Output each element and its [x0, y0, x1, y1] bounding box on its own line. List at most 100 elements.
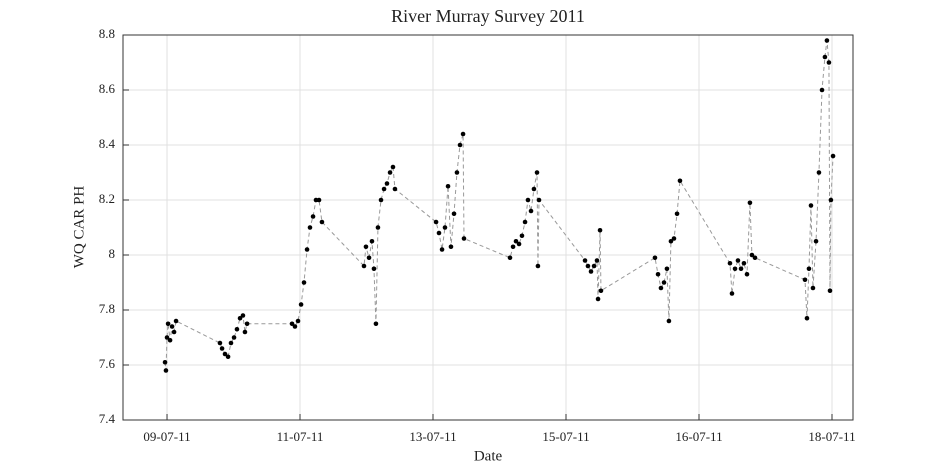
- data-point: [295, 318, 301, 324]
- y-tick-label: 8.6: [99, 81, 116, 96]
- data-point: [668, 238, 674, 244]
- data-point: [301, 280, 307, 285]
- data-point: [598, 288, 604, 294]
- y-tick-label: 8: [109, 246, 116, 261]
- data-point: [808, 203, 814, 208]
- data-point: [594, 258, 600, 263]
- data-point: [217, 340, 223, 346]
- data-point: [361, 263, 367, 269]
- y-axis-label: WQ CAR PH: [71, 186, 87, 269]
- data-point: [525, 197, 531, 203]
- data-point: [819, 87, 825, 93]
- data-point: [741, 260, 747, 266]
- data-point: [677, 178, 683, 184]
- data-point: [813, 238, 819, 244]
- data-point: [298, 302, 304, 307]
- data-point: [535, 263, 541, 269]
- data-point: [510, 244, 516, 250]
- chart-title: River Murray Survey 2011: [391, 6, 585, 26]
- data-point: [369, 238, 375, 244]
- x-tick-label: 13-07-11: [409, 429, 456, 444]
- data-point: [304, 247, 310, 252]
- data-point: [292, 324, 298, 329]
- y-tick-label: 7.6: [99, 356, 116, 371]
- data-point: [824, 38, 830, 43]
- x-tick-label: 15-07-11: [542, 429, 589, 444]
- data-point: [234, 326, 240, 332]
- x-tick-label: 18-07-11: [808, 429, 855, 444]
- data-point: [228, 340, 234, 346]
- data-point: [671, 236, 677, 241]
- y-tick-label: 8.2: [99, 191, 115, 206]
- data-point: [373, 321, 379, 327]
- data-point: [378, 197, 384, 203]
- data-point: [738, 266, 744, 272]
- data-point: [597, 227, 603, 233]
- data-point: [507, 255, 513, 261]
- data-point: [804, 315, 810, 321]
- data-point: [173, 318, 179, 324]
- data-point: [729, 291, 735, 296]
- data-point: [384, 181, 390, 186]
- data-point: [664, 266, 670, 272]
- data-point: [451, 211, 457, 217]
- data-point: [652, 255, 658, 261]
- data-point: [747, 200, 753, 206]
- data-point: [727, 260, 733, 266]
- data-point: [219, 346, 225, 351]
- data-point: [461, 236, 467, 241]
- data-point: [164, 335, 170, 340]
- data-point: [439, 247, 445, 252]
- data-point: [513, 238, 519, 244]
- data-point: [810, 285, 816, 291]
- data-point: [171, 329, 177, 335]
- data-point: [289, 321, 295, 327]
- data-point: [460, 131, 466, 137]
- y-tick-label: 8.4: [99, 136, 116, 151]
- data-point: [240, 313, 246, 318]
- data-point: [454, 170, 460, 175]
- x-tick-label: 09-07-11: [143, 429, 190, 444]
- data-point: [528, 208, 534, 214]
- data-point: [828, 197, 834, 203]
- x-axis-label: Date: [474, 448, 503, 464]
- data-point: [658, 285, 664, 291]
- data-point: [822, 54, 828, 60]
- data-point: [595, 296, 601, 302]
- data-point: [371, 266, 377, 272]
- data-point: [436, 230, 442, 236]
- data-point: [381, 186, 387, 192]
- data-point: [522, 219, 528, 225]
- data-point: [827, 288, 833, 294]
- data-point: [749, 252, 755, 258]
- data-point: [666, 318, 672, 324]
- data-point: [826, 60, 832, 65]
- data-point: [363, 244, 369, 250]
- data-point: [162, 359, 168, 365]
- y-tick-label: 7.8: [99, 301, 115, 316]
- data-point: [735, 258, 741, 263]
- data-point: [167, 337, 173, 343]
- data-point: [516, 241, 522, 247]
- data-point: [732, 266, 738, 272]
- data-point: [442, 225, 448, 230]
- data-point: [375, 225, 381, 230]
- data-point: [319, 219, 325, 225]
- data-point: [390, 164, 396, 170]
- data-point: [674, 211, 680, 217]
- data-point: [433, 219, 439, 225]
- data-point: [536, 197, 542, 203]
- x-tick-label: 16-07-11: [675, 429, 722, 444]
- data-point: [457, 142, 463, 148]
- data-point: [307, 225, 313, 230]
- data-point: [392, 186, 398, 192]
- data-point: [244, 321, 250, 327]
- y-tick-label: 8.8: [99, 26, 115, 41]
- data-point: [744, 271, 750, 277]
- data-point: [169, 324, 175, 329]
- data-point: [806, 266, 812, 272]
- data-point: [655, 271, 661, 277]
- plot-frame: [122, 34, 854, 421]
